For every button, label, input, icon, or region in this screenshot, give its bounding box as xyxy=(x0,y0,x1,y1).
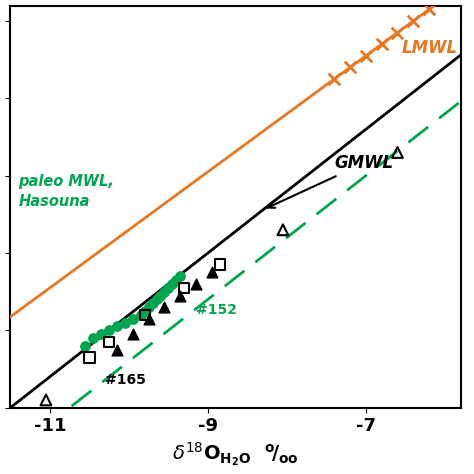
Point xyxy=(208,269,216,276)
Text: #165: #165 xyxy=(105,373,146,387)
Text: paleo MWL,
Hasouna: paleo MWL, Hasouna xyxy=(18,174,114,209)
Point xyxy=(164,284,172,292)
Point xyxy=(153,296,160,303)
Point xyxy=(173,276,180,284)
Point xyxy=(86,354,93,361)
Text: #152: #152 xyxy=(196,303,237,317)
X-axis label: $\delta^{18}\mathbf{O}_{\mathbf{H_2O}}$  $\mathbf{^o\!/_{oo}}$: $\delta^{18}\mathbf{O}_{\mathbf{H_2O}}$ … xyxy=(172,441,299,468)
Point xyxy=(330,75,338,83)
Point xyxy=(378,40,385,48)
Point xyxy=(169,280,176,288)
Point xyxy=(141,311,148,319)
Point xyxy=(129,315,137,322)
Point xyxy=(216,261,224,268)
Point xyxy=(394,149,401,156)
Point xyxy=(161,288,168,295)
Point xyxy=(279,226,287,234)
Point xyxy=(141,307,148,315)
Point xyxy=(121,319,129,327)
Point xyxy=(157,292,164,299)
Point xyxy=(105,327,113,334)
Point xyxy=(82,342,89,350)
Point xyxy=(346,64,354,71)
Point xyxy=(149,300,156,307)
Point xyxy=(98,330,105,338)
Point xyxy=(362,52,370,60)
Point xyxy=(181,284,188,292)
Text: LMWL: LMWL xyxy=(401,39,457,57)
Point xyxy=(176,273,184,280)
Point xyxy=(145,303,153,311)
Point xyxy=(129,330,137,338)
Point xyxy=(161,303,168,311)
Point xyxy=(176,292,184,299)
Point xyxy=(425,6,433,13)
Point xyxy=(410,17,417,25)
Point xyxy=(90,334,97,342)
Point xyxy=(42,396,50,404)
Point xyxy=(113,323,121,330)
Point xyxy=(137,311,145,319)
Point xyxy=(192,280,200,288)
Point xyxy=(105,338,113,346)
Point xyxy=(145,315,153,322)
Text: GMWL: GMWL xyxy=(268,155,393,208)
Point xyxy=(394,29,401,36)
Point xyxy=(113,346,121,354)
